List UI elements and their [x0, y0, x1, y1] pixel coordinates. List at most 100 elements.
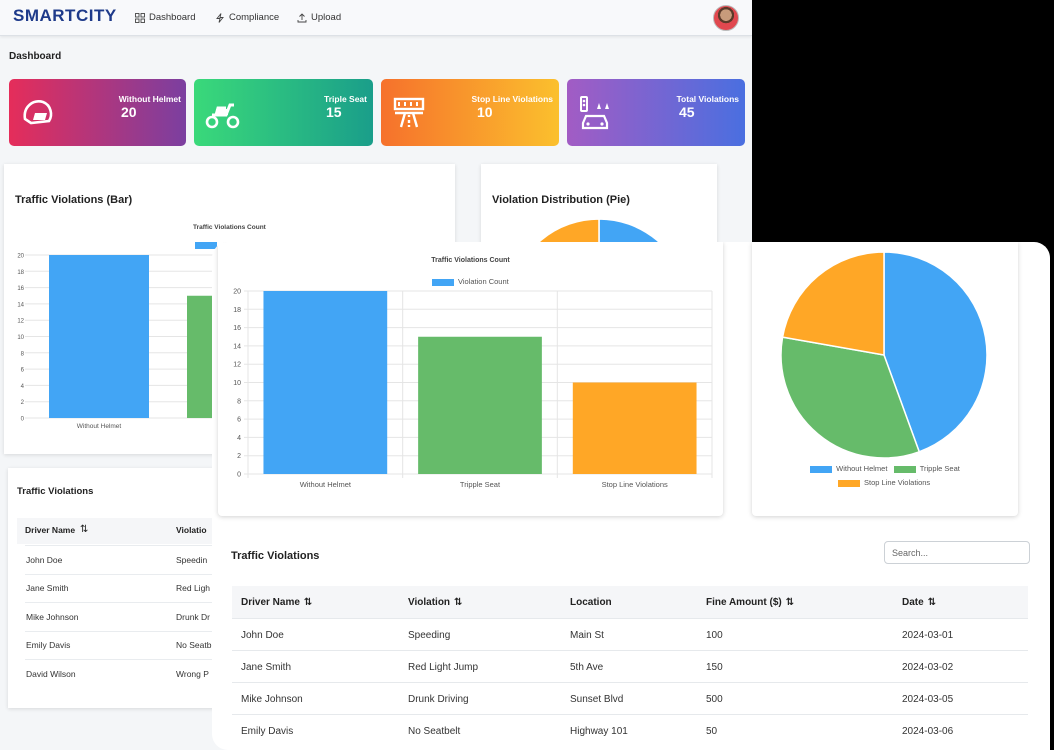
nav-dashboard-label: Dashboard: [149, 12, 196, 23]
col-violation[interactable]: Violation ⇅: [408, 596, 463, 608]
search-input[interactable]: [884, 541, 1030, 564]
col-driver-name[interactable]: Driver Name ⇅: [241, 596, 313, 608]
back-table-row[interactable]: John Doe Speedin: [25, 545, 215, 573]
sort-icon[interactable]: ⇅: [303, 596, 313, 608]
upload-icon: [297, 12, 307, 22]
avatar[interactable]: [713, 5, 739, 31]
pie-slice-without-helmet: [883, 251, 988, 453]
y-tick-label: 12: [233, 362, 241, 369]
table-cell: Wrong P: [176, 668, 209, 679]
bar-chart: 0 2 4 6 8 10 12 14 16 18 20 Without Helmet Tripple S…: [233, 289, 713, 489]
table-cell: 2024-03-02: [902, 661, 954, 673]
nav-upload[interactable]: Upload: [297, 12, 341, 23]
back-table-panel: Traffic Violations Driver Name ⇅ Violati…: [8, 468, 218, 708]
bar-chart-card: Traffic Violations Count Violation Count…: [218, 242, 723, 516]
table-row[interactable]: Jane Smith Red Light Jump 5th Ave 150 2024-0…: [232, 650, 1028, 682]
sort-icon[interactable]: ⇅: [785, 596, 795, 608]
x-tick-label: Tripple Seat: [460, 480, 501, 489]
bar-tripple-seat: [418, 336, 542, 474]
road-icon: [393, 97, 425, 128]
table-row[interactable]: Mike Johnson Drunk Driving Sunset Blvd 500 2…: [232, 682, 1028, 714]
back-col-driver[interactable]: Driver Name: [25, 525, 76, 535]
bolt-icon: [216, 12, 224, 23]
pie-slice-tripple-seat: [780, 336, 921, 459]
col-date[interactable]: Date ⇅: [902, 596, 937, 608]
table-cell: Speedin: [176, 554, 208, 565]
table-cell: Drunk Driving: [408, 693, 469, 705]
zoomed-overlay: Traffic Violations Count Violation Count…: [212, 242, 1050, 750]
nav-dashboard[interactable]: Dashboard: [135, 12, 195, 23]
table-panel: Traffic Violations Driver Name⇅ Violatio…: [212, 532, 1050, 750]
back-table-row[interactable]: Jane Smith Red Ligh: [25, 573, 215, 602]
y-tick-label: 4: [237, 435, 241, 442]
table-cell: 500: [706, 693, 723, 705]
scooter-icon: [205, 103, 240, 129]
pie-legend[interactable]: Without Helmet Tripple Seat: [752, 464, 1018, 473]
back-table-row[interactable]: David Wilson Wrong P: [25, 659, 215, 687]
y-tick-label: 6: [237, 417, 241, 424]
bar-legend-swatch: [432, 278, 454, 286]
card-stop-line-value: 10: [477, 104, 493, 120]
x-tick-label: Without Helmet: [300, 480, 352, 489]
card-triple-seat-value: 15: [326, 104, 342, 120]
bar-stop-line-violations: [572, 382, 697, 474]
y-tick-label: 2: [237, 453, 241, 460]
y-tick-label: 14: [233, 343, 241, 350]
table-cell: No Seatbelt: [408, 725, 461, 737]
table-row[interactable]: Emily Davis No Seatbelt Highway 101 50 2024-…: [232, 714, 1028, 746]
y-tick-label: 20: [233, 289, 241, 296]
brand-logo: SMARTCITY: [13, 6, 117, 25]
sort-icon[interactable]: ⇅: [927, 596, 937, 608]
bar-legend[interactable]: Violation Count: [432, 277, 509, 286]
y-tick-label: 0: [21, 417, 25, 423]
card-triple-seat[interactable]: Triple Seat 15: [194, 79, 373, 146]
pie-legend-item-stop[interactable]: Stop Line Violations: [838, 478, 930, 487]
back-table-row[interactable]: Mike Johnson Drunk Dr: [25, 602, 215, 630]
card-total-violations-value: 45: [679, 104, 695, 120]
table-cell: Sunset Blvd: [570, 693, 624, 705]
col-location[interactable]: Location: [570, 596, 612, 608]
table-row[interactable]: John Doe Speeding Main St 100 2024-03-01: [232, 618, 1028, 650]
y-tick-label: 16: [233, 325, 241, 332]
bar-without-helmet: [263, 291, 388, 474]
table-cell: Jane Smith: [241, 661, 292, 673]
table-cell: No Seatb: [176, 640, 212, 650]
table-title: Traffic Violations: [231, 550, 320, 562]
back-col-violation[interactable]: Violatio: [176, 525, 207, 535]
table-header: Driver Name ⇅ Violation ⇅ Location Fine Am…: [232, 586, 1028, 618]
card-stop-line[interactable]: Stop Line Violations 10: [381, 79, 559, 146]
table-cell: Highway 101: [570, 725, 628, 737]
bar-chart-title: Traffic Violations Count: [431, 257, 510, 264]
card-total-violations-label: Total Violations: [676, 94, 740, 104]
pie-legend-item-seat[interactable]: Tripple Seat: [893, 464, 960, 473]
back-legend-swatch: [195, 242, 217, 249]
y-tick-label: 4: [21, 384, 25, 390]
y-tick-label: 12: [17, 319, 24, 325]
col-fine-amount[interactable]: Fine Amount ($) ⇅: [706, 596, 795, 608]
card-without-helmet-label: Without Helmet: [118, 94, 181, 104]
y-tick-label: 8: [21, 351, 25, 357]
table-cell: 100: [706, 629, 723, 641]
back-sort-icon[interactable]: ⇅: [80, 524, 89, 535]
table-cell: Main St: [570, 629, 604, 641]
card-total-violations[interactable]: Total Violations 45: [567, 79, 745, 146]
table-cell: Emily Davis: [241, 725, 294, 737]
y-tick-label: 16: [17, 286, 24, 292]
back-table-row[interactable]: Emily Davis No Seatb: [25, 630, 215, 659]
card-without-helmet[interactable]: Without Helmet 20: [9, 79, 186, 146]
table-cell: Jane Smith: [26, 583, 69, 593]
back-chart-title: Traffic Violations Count: [193, 224, 266, 231]
bar-legend-label: Violation Count: [458, 277, 509, 286]
nav-compliance[interactable]: Compliance: [215, 12, 279, 23]
table-cell: 5th Ave: [570, 661, 604, 673]
sort-icon[interactable]: ⇅: [454, 596, 463, 608]
table-cell: Emily Davis: [26, 640, 71, 650]
pie-chart-card: Without Helmet Tripple Seat Stop Line Vi…: [752, 242, 1018, 516]
y-tick-label: 20: [17, 254, 24, 260]
traffic-car-icon: [580, 96, 609, 130]
table-cell: Red Light Jump: [408, 661, 479, 673]
table-cell: 2024-03-01: [902, 629, 954, 641]
table-cell: John Doe: [241, 629, 284, 641]
pie-chart: [780, 251, 988, 459]
pie-legend-item-helmet[interactable]: Without Helmet: [810, 464, 887, 473]
